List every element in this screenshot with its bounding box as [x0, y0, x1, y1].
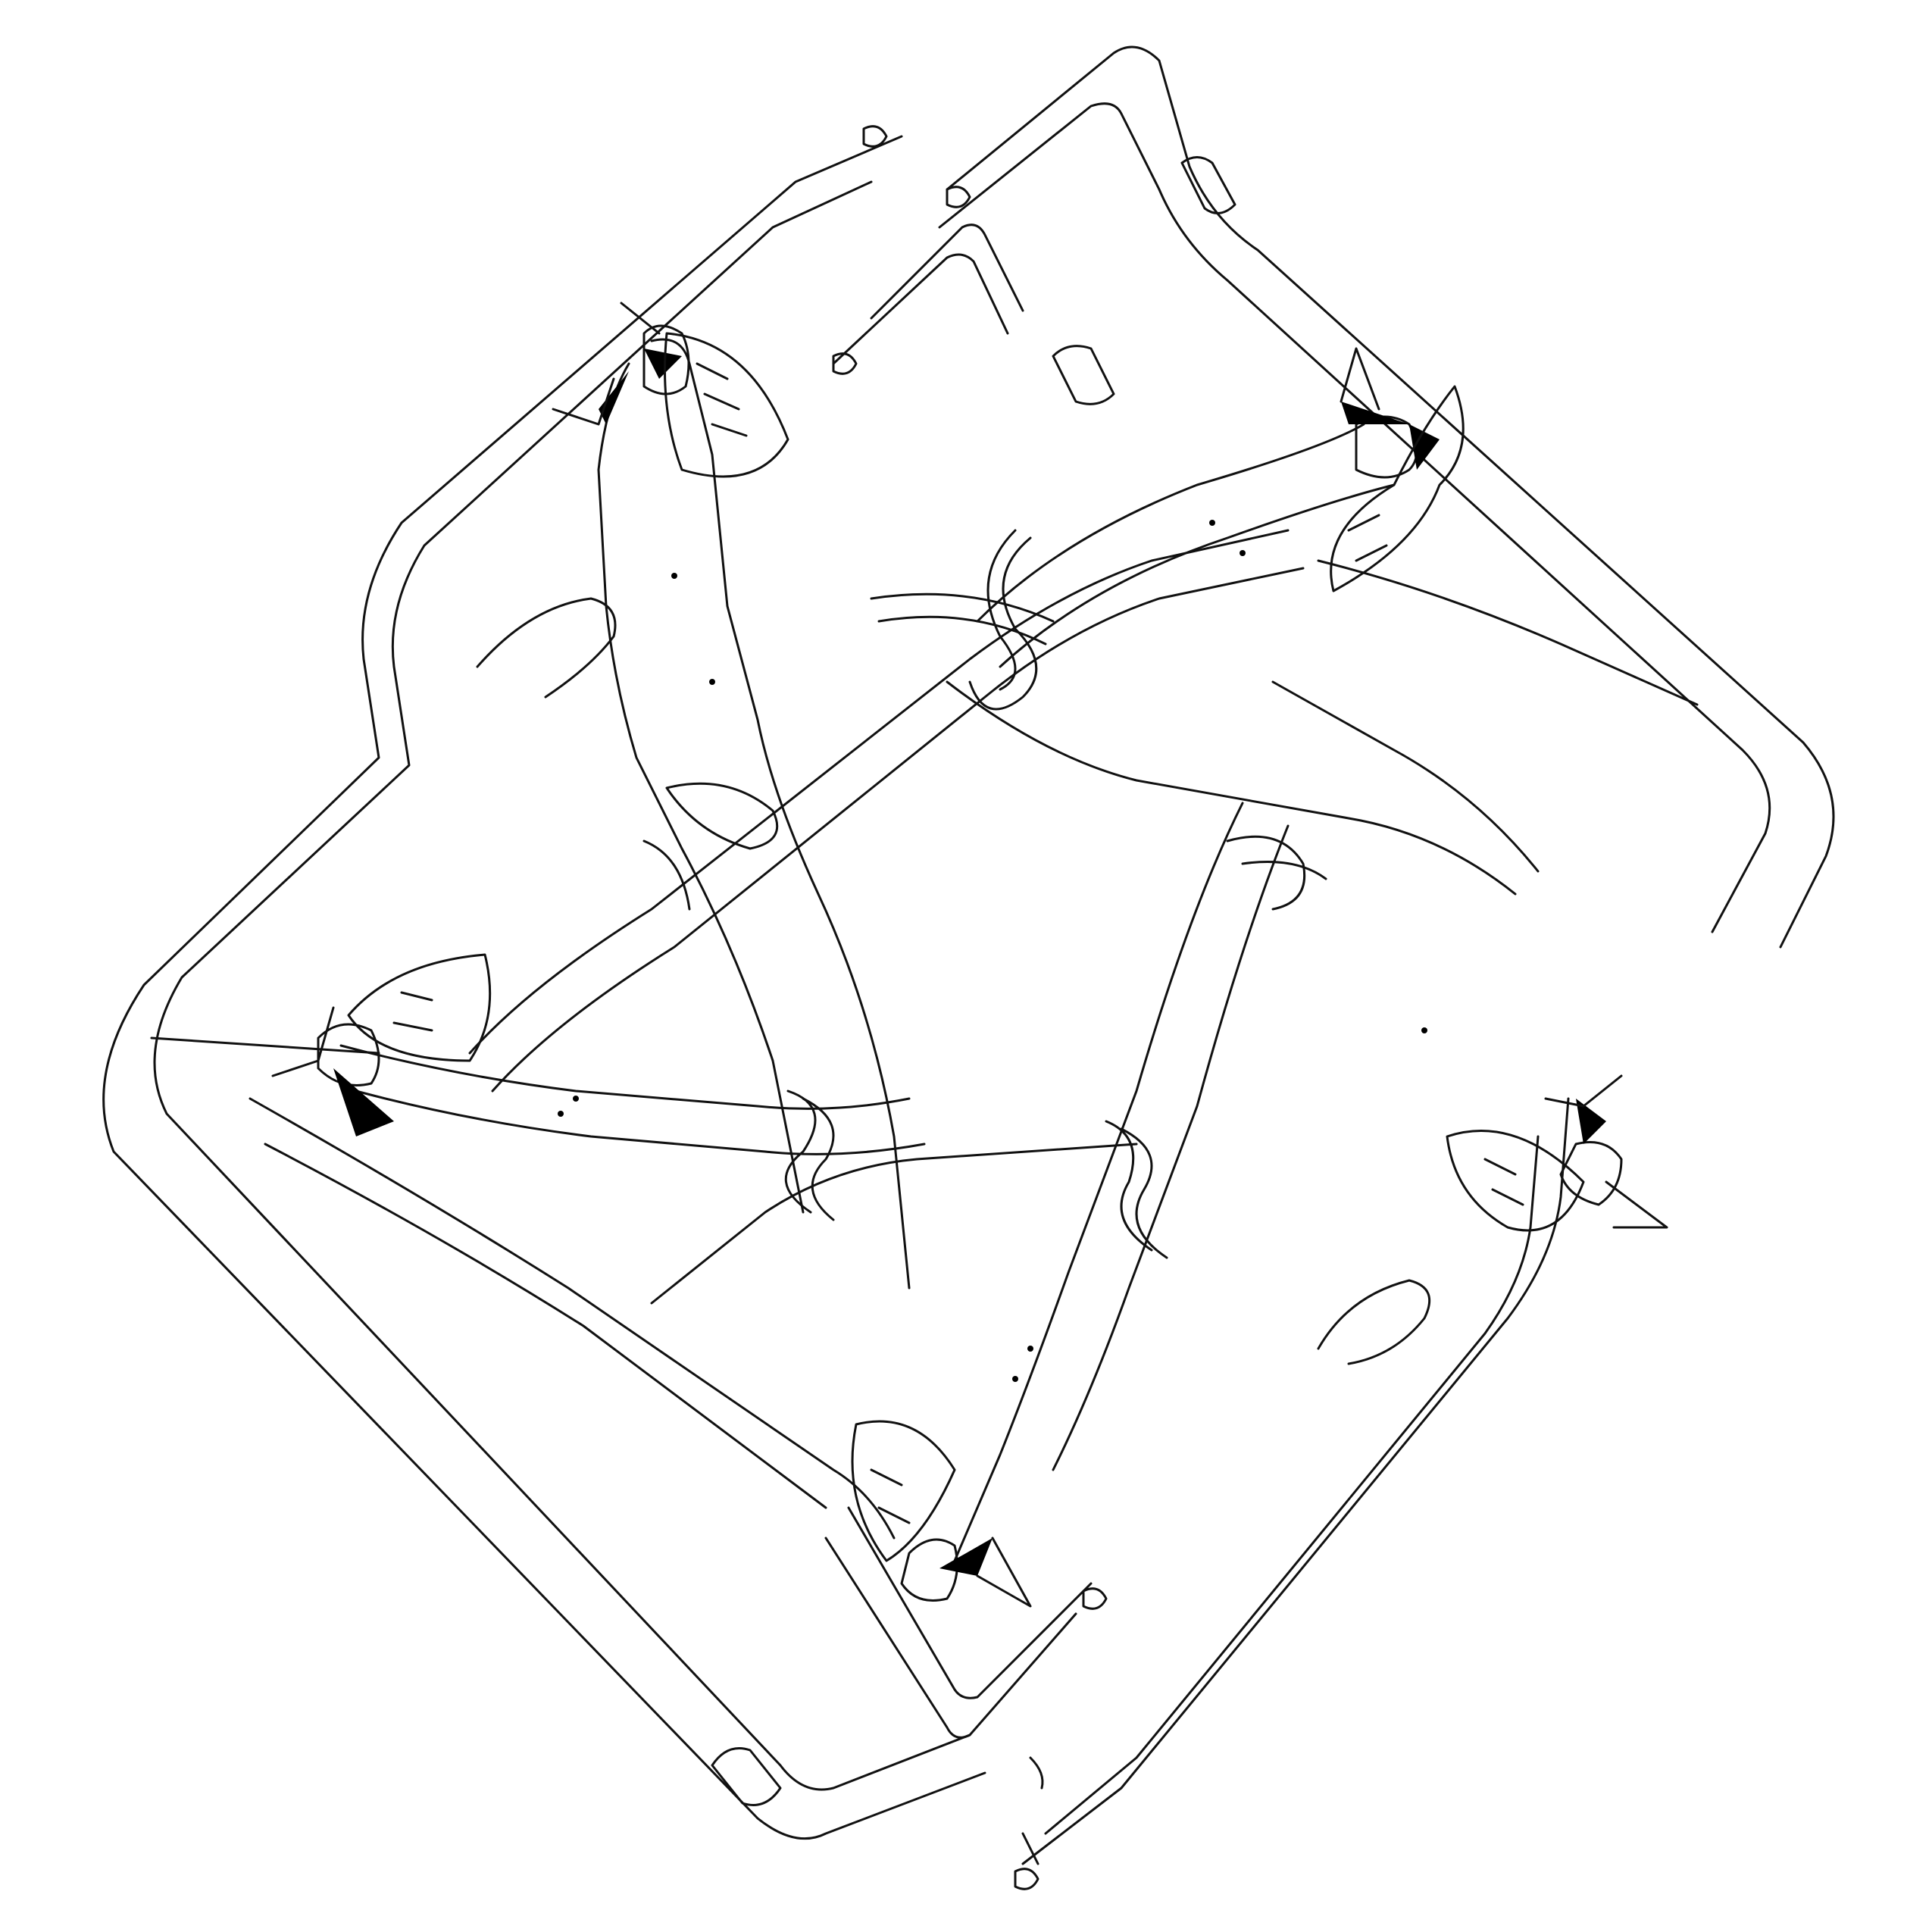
nipple-dot — [1209, 520, 1215, 526]
cat-figure-right — [976, 347, 1699, 706]
nipple-dot — [558, 1111, 564, 1117]
cat-figure-left — [271, 953, 926, 1155]
cat-ear-icon — [939, 1538, 993, 1576]
cat-ear-icon — [1341, 402, 1409, 424]
cat-ear-icon — [644, 349, 682, 379]
nipple-dot — [573, 1096, 579, 1102]
cat-ear-icon — [1576, 1099, 1606, 1144]
nipple-dot — [1421, 1027, 1427, 1033]
cat-ear-icon — [599, 371, 629, 424]
nipple-dot — [709, 679, 715, 685]
cat-ear-icon — [333, 1068, 394, 1136]
cat-figure-lower-right — [1317, 1027, 1668, 1365]
nipple-dot — [1027, 1346, 1033, 1352]
nipple-dot — [1012, 1376, 1018, 1382]
cat-figure-top — [476, 302, 911, 1290]
diagonal-tubes — [249, 529, 1540, 1540]
nipple-dot — [671, 573, 677, 579]
paw-details — [832, 125, 1108, 1890]
cat-figure-bottom — [851, 802, 1290, 1608]
outer-frame — [102, 45, 1835, 1865]
cat-ear-icon — [1409, 424, 1440, 470]
intertwined-tails — [642, 529, 1327, 1259]
nipple-dot — [1240, 550, 1246, 556]
